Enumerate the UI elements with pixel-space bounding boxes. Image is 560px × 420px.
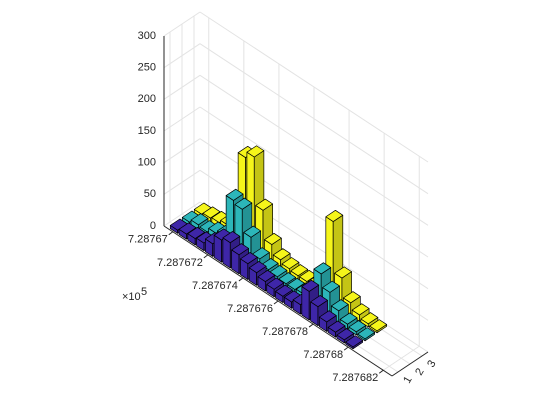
x-tick-label: 7.287672 [157,257,203,269]
bar-top [266,277,285,290]
tick-mark [203,254,209,259]
bar-top [319,310,337,323]
x-tick-label: 7.287674 [192,280,238,292]
x-tick-label: 7.28767 [128,234,168,246]
bar-top [325,210,344,222]
tick-mark [168,231,174,236]
bar-top [339,312,358,325]
bar [336,328,355,344]
bar-top [246,145,265,158]
bar-top [178,222,197,235]
bar-top [225,188,244,201]
bar-top [281,257,300,270]
exponent-base: ×10 [122,291,141,303]
bar [327,320,346,338]
bar [348,320,367,336]
bar-top [255,198,273,211]
bar [345,335,363,350]
z-tick-label: 250 [138,62,156,74]
z-tick-label: 300 [138,30,156,42]
exponent: 5 [141,286,147,298]
bar-top [278,272,297,285]
bar [351,303,370,322]
tick-mark [308,323,314,328]
axis-line [391,351,429,377]
bar-top [369,319,387,332]
bar [357,327,375,342]
bar-top [360,312,379,325]
bar-top [313,262,332,275]
tick-mark [378,369,384,374]
bar-top [202,206,221,219]
bar-top [310,295,328,308]
x-tick-label: 7.287678 [262,326,308,338]
x-tick-label: 7.287676 [227,303,273,315]
tick-mark [238,277,244,282]
bar-top [231,243,249,256]
depth-tick-label: 1 [401,374,414,385]
bar-top [331,299,349,312]
bar-top [275,284,293,297]
bar-top [322,280,340,293]
bar-top [257,269,276,282]
bar [319,310,337,332]
bar-top [348,320,367,333]
tick-mark [273,300,279,305]
z-tick-label: 150 [138,125,156,137]
bar [369,319,387,334]
bar-top [334,266,352,279]
z-tick-label: 100 [138,157,156,169]
bar-top [287,277,305,290]
bar-top [327,320,346,333]
bar-top [345,335,363,348]
bar-top [248,261,267,273]
tick-mark [343,346,349,351]
bar-top [343,291,361,304]
bar-top [351,303,370,316]
depth-tick-label: 2 [413,366,426,377]
bar-top [336,328,355,341]
bar-top [240,252,258,265]
z-tick-label: 0 [150,220,156,232]
bar-top [190,213,209,226]
bar-top [234,197,253,210]
bar-top [290,264,309,277]
bar-top [222,231,241,244]
bar-top [357,327,375,340]
z-tick-label: 200 [138,93,156,105]
bar-top [264,232,282,245]
bar-front [301,286,310,321]
bar-top [301,279,320,292]
bar-top [272,248,291,261]
z-tick-label: 50 [144,188,156,200]
depth-tick-label: 3 [425,358,438,369]
x-tick-label: 7.287682 [332,372,378,384]
bar-top [187,227,206,239]
bar-top [243,225,261,238]
x-tick-label: 7.28768 [303,349,343,361]
